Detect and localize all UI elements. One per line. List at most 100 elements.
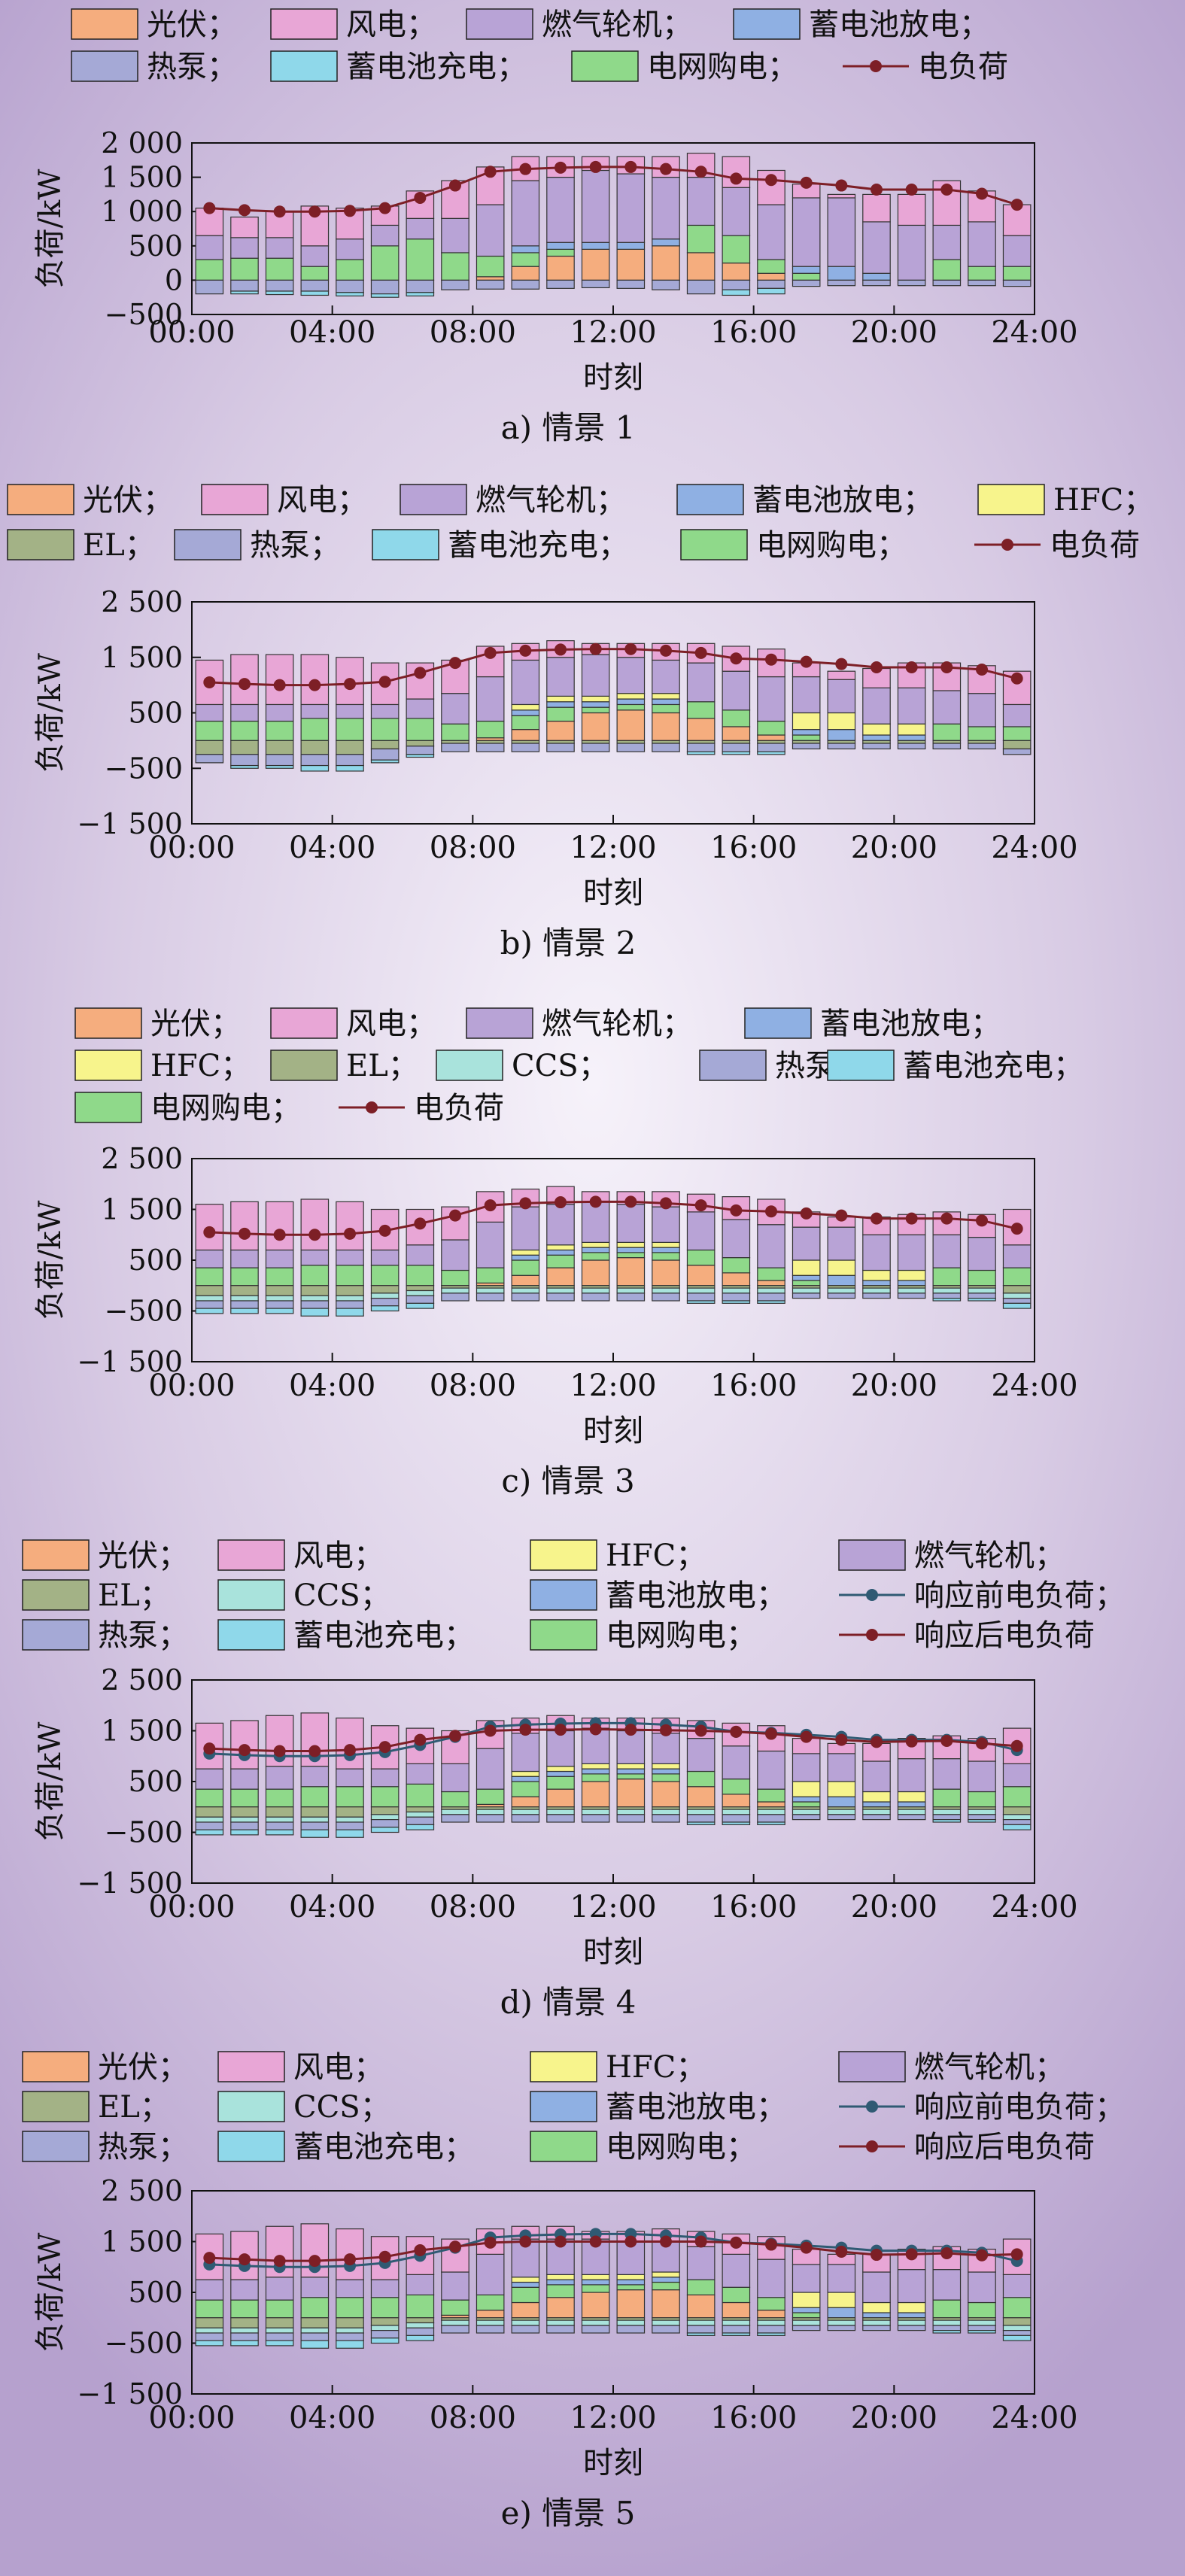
- line-point-load: [624, 1195, 637, 1208]
- x-tick-label: 16:00: [710, 1890, 797, 1924]
- bar-ccs: [336, 1816, 364, 1823]
- line-point-load: [800, 1730, 813, 1743]
- legend-swatch-gt: [400, 484, 467, 515]
- bar-hp: [195, 279, 224, 295]
- legend-swatch-pv: [22, 2051, 90, 2082]
- bar-bat_ch: [757, 1821, 785, 1825]
- bar-hp: [476, 1293, 505, 1302]
- legend-label-load: 电负荷: [1050, 528, 1140, 563]
- bar-hp: [862, 1814, 891, 1821]
- bar-bat_ch: [722, 289, 751, 296]
- legend-item-grid: 电网购电；: [571, 50, 798, 84]
- line-point-load: [484, 1724, 497, 1737]
- bar-pv: [722, 1794, 751, 1808]
- bar-gt: [757, 204, 785, 260]
- bar-el: [1002, 1285, 1032, 1294]
- line-point-load: [344, 1744, 356, 1757]
- bar-hp: [230, 1300, 259, 1309]
- bar-gt: [897, 687, 926, 724]
- bar-hp: [862, 743, 891, 750]
- bar-hp: [968, 1293, 996, 1299]
- bar-ccs: [406, 1811, 435, 1818]
- bar-ccs: [581, 2319, 610, 2326]
- bar-ccs: [862, 2319, 891, 2326]
- line-point-load: [308, 679, 321, 691]
- legend-label-load: 响应后电负荷: [914, 2130, 1095, 2164]
- bar-gt: [406, 698, 435, 719]
- bar-ccs: [757, 1287, 785, 1294]
- bar-bat_dis: [581, 701, 610, 708]
- bar-gt: [932, 224, 962, 260]
- legend-item-wind: 风电；: [201, 483, 367, 518]
- panel-caption: c) 情景 3: [501, 1463, 634, 1499]
- bar-el: [265, 1285, 294, 1296]
- bar-gt: [616, 657, 646, 694]
- bar-hp: [757, 743, 785, 752]
- bar-wind: [336, 1718, 364, 1769]
- x-tick-label: 00:00: [148, 1890, 235, 1924]
- legend-marker-load: [866, 2140, 878, 2152]
- bar-hfc: [827, 1781, 856, 1797]
- bar-gt: [827, 1226, 856, 1261]
- bar-hp: [300, 279, 330, 292]
- bar-hp: [370, 1298, 400, 1307]
- bar-hp: [195, 2332, 224, 2341]
- bar-grid: [616, 1773, 646, 1780]
- bar-hp: [336, 754, 364, 767]
- legend-item-grid: 电网购电；: [530, 2130, 756, 2164]
- bar-gt: [757, 2259, 785, 2298]
- line-point-load: [905, 1735, 918, 1748]
- line-point-load: [449, 657, 461, 670]
- bar-ccs: [792, 1287, 821, 1294]
- bar-hp: [581, 1814, 610, 1823]
- legend-marker-load: [366, 1101, 378, 1113]
- bar-bat_dis: [546, 242, 575, 250]
- bar-el: [370, 2317, 400, 2326]
- legend-label-el: EL；: [346, 1049, 418, 1083]
- bar-grid: [230, 720, 259, 741]
- bar-bat_dis: [897, 2312, 926, 2319]
- line-point-load: [555, 2235, 567, 2248]
- line-point-load: [378, 1224, 391, 1237]
- bar-hp: [370, 748, 400, 761]
- bar-hp: [441, 1814, 469, 1823]
- bar-gt: [792, 2264, 821, 2293]
- bar-ccs: [230, 2327, 259, 2334]
- line-point-load: [730, 1725, 743, 1738]
- bar-bat_ch: [757, 2332, 785, 2336]
- line-point-load: [203, 1226, 216, 1238]
- legend-item-load: 电负荷: [843, 50, 1008, 84]
- bar-grid: [370, 245, 400, 281]
- bar-pv: [581, 712, 610, 741]
- bar-bat_ch: [932, 2330, 962, 2334]
- bar-grid: [511, 252, 540, 267]
- bar-grid: [336, 2297, 364, 2319]
- bar-bat_ch: [195, 1308, 224, 1314]
- legend-label-hfc: HFC；: [150, 1049, 251, 1083]
- bar-grid: [757, 259, 785, 274]
- bar-wind: [336, 1201, 364, 1251]
- bar-grid: [932, 1267, 962, 1286]
- bar-gt: [370, 703, 400, 719]
- legend-item-pv: 光伏；: [74, 1007, 241, 1041]
- legend-label-hp: 热泵；: [250, 528, 340, 563]
- bar-gt: [862, 1234, 891, 1271]
- line-point-load: [976, 1737, 988, 1750]
- bar-hp: [862, 1293, 891, 1299]
- legend: 光伏； 风电； 燃气轮机； 蓄电池放电；HFC； EL； CCS； 热泵； 蓄电池充电；电网购…: [74, 1007, 1083, 1125]
- legend: 光伏； 风电； HFC； 燃气轮机； EL； CCS； 蓄电池放电； 响应前电负荷； 热泵； 蓄电…: [22, 1539, 1125, 1653]
- bar-bat_ch: [336, 764, 364, 772]
- line-point-load: [308, 2255, 321, 2268]
- bar-wind: [195, 2233, 224, 2280]
- line-point-load: [203, 202, 216, 214]
- bar-bat_dis: [511, 245, 540, 254]
- legend-item-load_before: 响应前电负荷；: [839, 1578, 1125, 1613]
- legend-swatch-gt: [838, 1539, 906, 1571]
- bar-hp: [827, 2325, 856, 2331]
- line-point-load: [308, 205, 321, 218]
- bar-gt: [722, 2253, 751, 2288]
- legend-swatch-hfc: [530, 2051, 597, 2082]
- bar-hfc: [897, 2301, 926, 2313]
- legend-marker-load: [866, 1629, 878, 1641]
- bar-hp: [968, 279, 996, 287]
